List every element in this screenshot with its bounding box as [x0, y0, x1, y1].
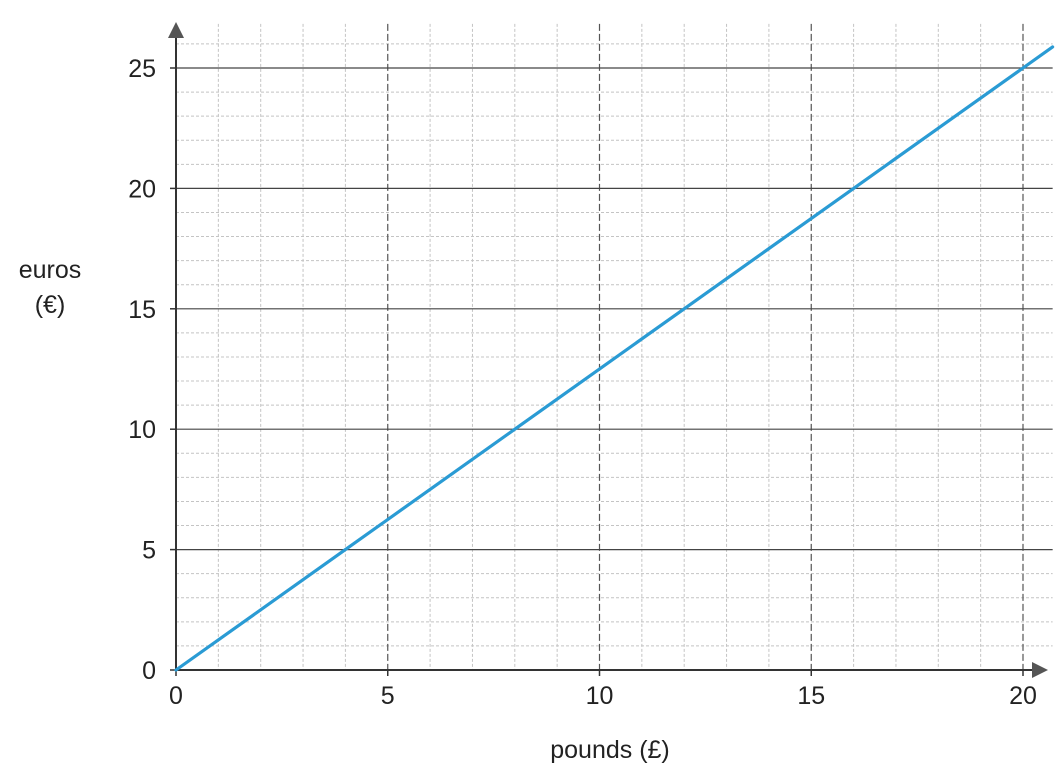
minor-gridlines	[176, 23, 1053, 670]
data-series	[174, 45, 1055, 672]
axes	[168, 22, 1048, 678]
conversion-line	[174, 45, 1055, 672]
y-tick-label: 5	[142, 537, 156, 565]
y-axis-title-line-1: euros	[19, 256, 82, 284]
y-tick-label: 25	[128, 55, 156, 83]
axis-titles: pounds (£) euros (€)	[19, 256, 670, 764]
y-axis-arrow	[168, 22, 184, 38]
x-axis-arrow	[1032, 662, 1048, 678]
x-tick-label: 0	[169, 682, 183, 710]
y-tick-label: 20	[128, 175, 156, 203]
x-tick-label: 15	[797, 682, 825, 710]
x-tick-label: 10	[586, 682, 614, 710]
x-tick-label: 5	[381, 682, 395, 710]
y-tick-label: 15	[128, 296, 156, 324]
x-axis-title: pounds (£)	[550, 736, 670, 764]
major-gridlines	[176, 23, 1053, 670]
x-tick-label: 20	[1009, 682, 1037, 710]
y-tick-label: 0	[142, 657, 156, 685]
y-tick-label: 10	[128, 416, 156, 444]
tick-labels: 0 5 10 15 20 0 5 10 15 20 25	[128, 55, 1037, 710]
y-axis-title-line-2: (€)	[35, 291, 66, 319]
